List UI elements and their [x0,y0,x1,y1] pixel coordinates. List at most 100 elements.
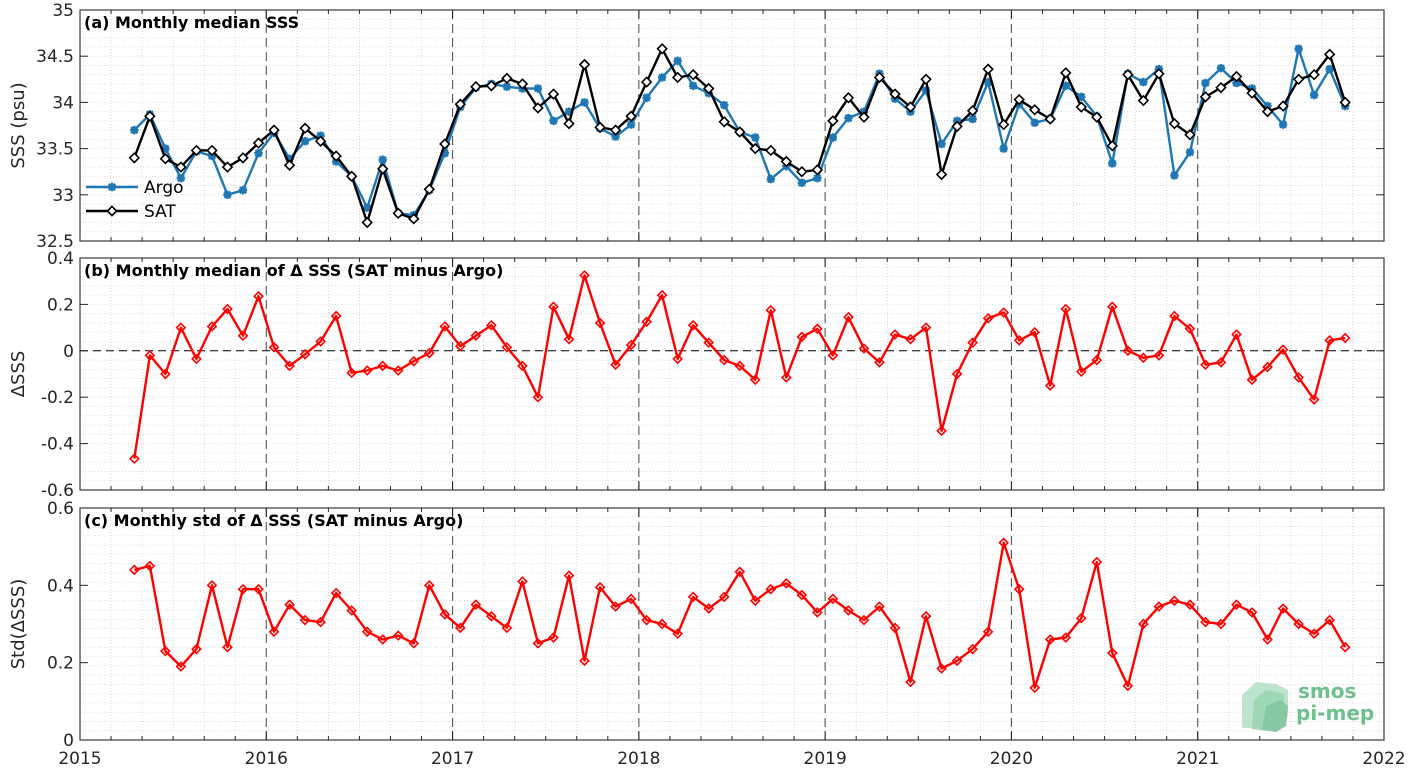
data-point-sat [625,110,637,122]
data-point-delta-sss [206,580,218,591]
data-point-delta-sss [392,365,404,376]
data-point-argo [161,144,170,153]
data-point-sat [749,142,762,155]
data-point-sat [501,72,513,85]
data-point-sat [299,122,311,135]
data-point-delta-sss [781,372,792,383]
data-point-argo [1061,81,1070,90]
data-point-delta-sss [1122,345,1134,357]
data-point-argo [238,185,248,195]
data-point-delta-sss [361,365,373,376]
y-tick-label: 0.2 [47,295,74,315]
data-point-delta-sss [967,643,978,655]
data-point-delta-sss [191,643,202,655]
data-point-sat [702,82,715,95]
data-point-delta-sss [299,614,311,626]
series-delta-sss [129,270,1351,465]
data-point-delta-sss [703,603,715,614]
data-point-sat [392,207,404,220]
series-line-delta-sss [134,541,1347,689]
data-point-delta-sss [486,610,497,622]
y-tick-label: 0 [63,731,74,751]
x-tick-label: 2022 [1362,749,1405,768]
data-point-sat [873,71,886,84]
y-tick-label: 32.5 [36,232,74,252]
data-point-delta-sss [1293,372,1304,383]
data-point-argo [1294,44,1303,54]
data-point-delta-sss [1060,632,1072,643]
data-point-delta-sss [315,336,326,347]
data-point-sat [563,117,575,130]
data-point-delta-sss [1308,628,1320,639]
data-point-delta-sss [1308,394,1320,405]
data-point-sat [1153,68,1165,80]
data-point-argo [1030,118,1039,127]
data-point-sat [221,161,234,173]
data-point-sat [159,153,172,165]
data-point-delta-sss [1324,614,1335,626]
y-tick-label: 0.6 [47,499,74,519]
data-point-sat [1261,105,1274,118]
data-point-sat [516,78,529,90]
data-point-sat [796,165,808,178]
data-point-delta-sss [843,605,854,616]
data-point-argo [813,173,822,183]
data-point-sat [252,137,265,149]
data-point-delta-sss [718,354,730,366]
data-point-delta-sss [858,614,870,626]
data-point-sat [547,88,560,100]
data-point-delta-sss [175,661,187,672]
smos-pi-mep-logo: smos pi-mep [1242,679,1374,732]
data-point-delta-sss [874,357,885,368]
data-point-sat [1230,70,1243,83]
data-point-argo [673,56,682,66]
data-point-argo [1170,171,1179,180]
data-point-delta-sss [548,632,559,643]
data-point-delta-sss [1169,595,1180,607]
data-point-sat [687,68,699,81]
data-point-sat [811,164,824,176]
data-point-argo [1216,64,1226,73]
data-point-argo [1325,64,1334,74]
data-point-sat [1106,140,1119,152]
data-point-delta-sss [268,341,280,353]
data-point-argo [378,155,387,164]
data-point-delta-sss [920,610,932,622]
data-point-sat [144,110,156,122]
legend: Argo SAT [86,178,184,222]
data-point-delta-sss [517,576,528,587]
data-point-delta-sss [734,566,746,578]
data-point-sat [237,152,249,164]
x-tick-label: 2021 [1176,749,1219,768]
data-point-sat [361,216,373,229]
data-point-sat [330,150,342,162]
data-point-delta-sss [672,353,683,365]
data-point-delta-sss [160,645,171,657]
logo-line-1: smos [1298,679,1356,703]
data-point-argo [983,77,993,87]
data-point-delta-sss [889,329,901,340]
data-point-delta-sss [1231,329,1242,340]
data-point-delta-sss [1339,332,1351,344]
data-point-sat [314,135,327,147]
data-point-argo [688,81,698,90]
data-point-delta-sss [253,290,264,302]
data-point-argo [844,113,853,123]
y-axis-label: ΔSSS [8,351,29,398]
series-sat [128,43,1351,229]
data-point-delta-sss [455,340,466,352]
data-point-delta-sss [625,339,637,351]
data-point-sat [609,124,622,136]
data-point-sat [640,76,653,88]
data-point-delta-sss [470,599,482,610]
x-tick-label: 2018 [617,749,660,768]
series-delta-sss [129,537,1351,694]
data-point-delta-sss [905,333,916,345]
data-point-delta-sss [1044,634,1056,645]
data-point-delta-sss [1184,323,1196,335]
data-point-delta-sss [594,317,606,329]
data-point-delta-sss [1153,350,1165,361]
data-point-delta-sss [656,289,668,301]
data-point-delta-sss [1339,641,1351,653]
data-point-sat [175,161,187,173]
